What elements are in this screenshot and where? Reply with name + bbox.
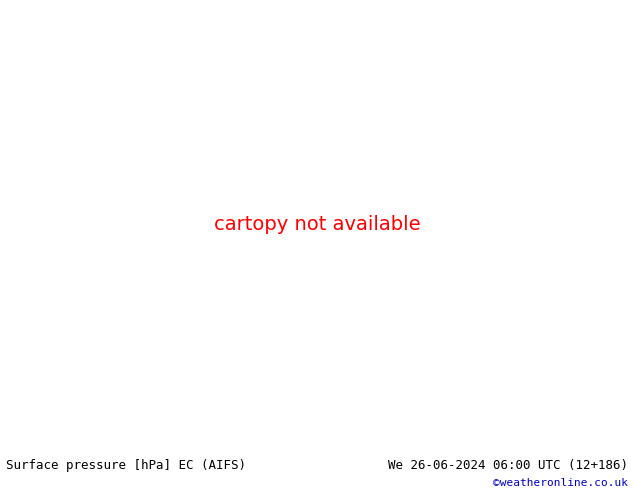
Text: We 26-06-2024 06:00 UTC (12+186): We 26-06-2024 06:00 UTC (12+186): [387, 459, 628, 471]
Text: ©weatheronline.co.uk: ©weatheronline.co.uk: [493, 478, 628, 488]
Text: cartopy not available: cartopy not available: [214, 216, 420, 234]
Text: Surface pressure [hPa] EC (AIFS): Surface pressure [hPa] EC (AIFS): [6, 459, 247, 471]
